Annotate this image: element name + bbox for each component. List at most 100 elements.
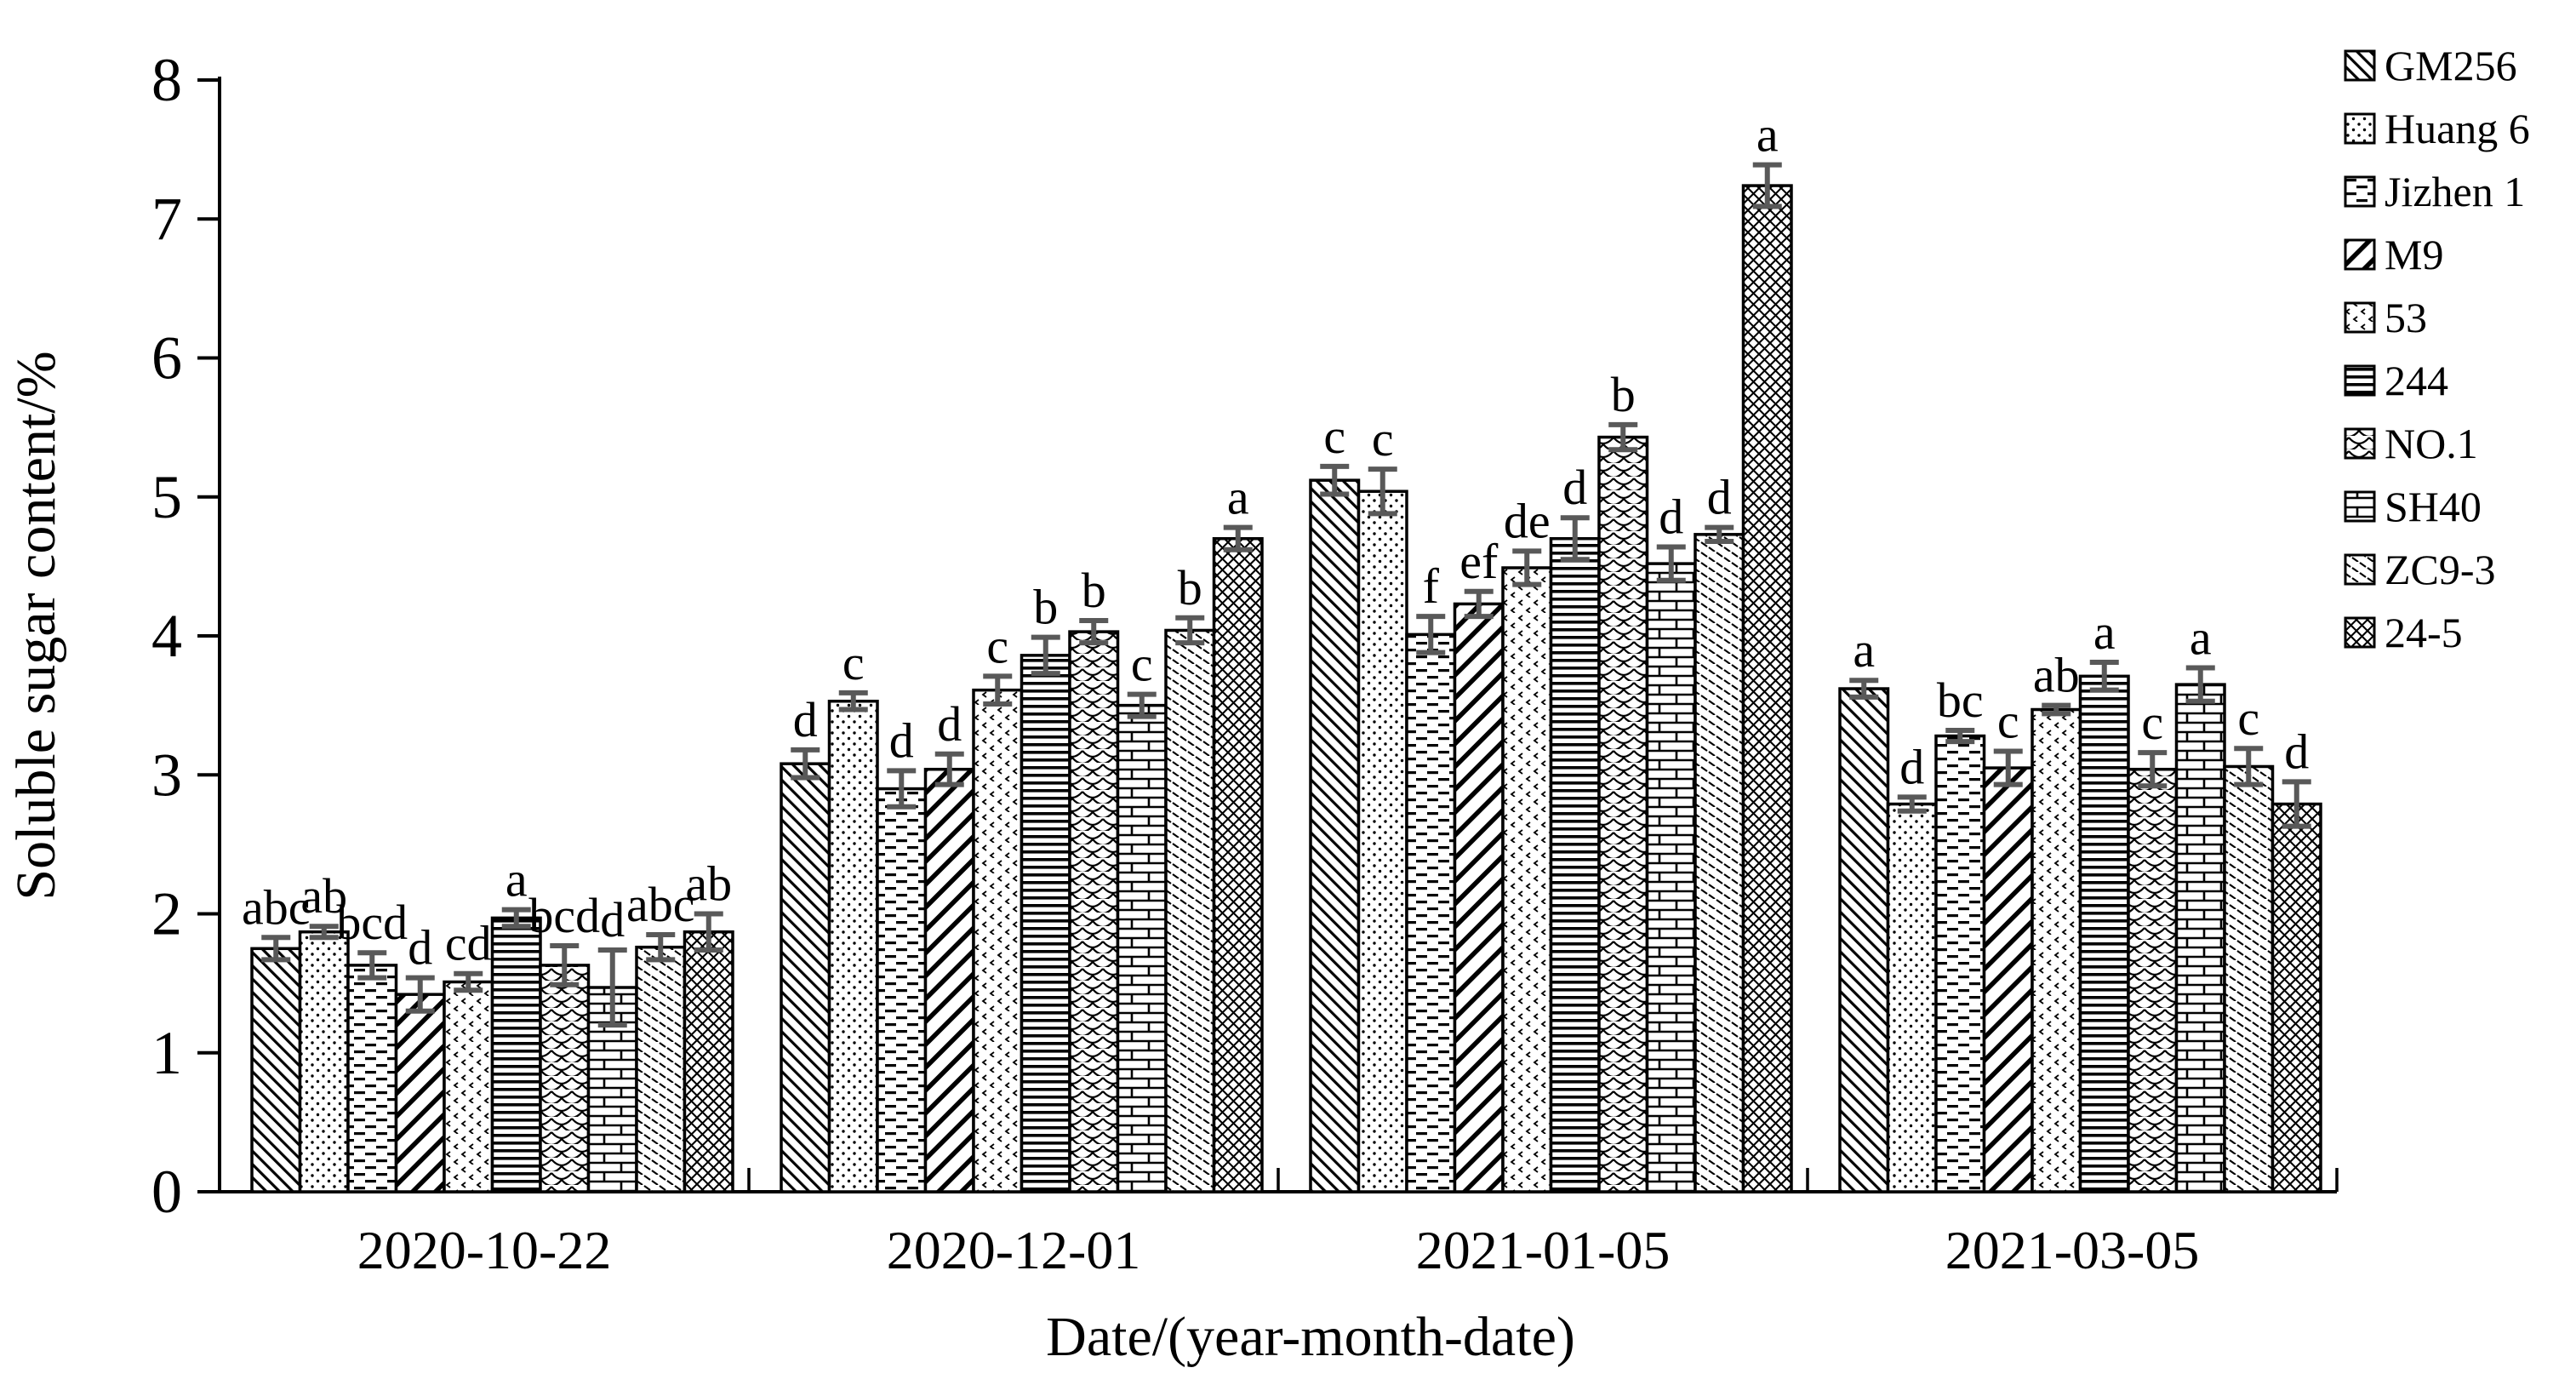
legend-label: 24-5 <box>2385 609 2463 656</box>
sig-letter: c <box>1131 637 1153 692</box>
x-category-label: 2020-10-22 <box>357 1220 612 1280</box>
bar-zc93 <box>635 945 687 1193</box>
legend-label: Jizhen 1 <box>2385 168 2525 215</box>
legend-label: GM256 <box>2385 42 2517 89</box>
x-category-label: 2021-03-05 <box>1945 1220 2200 1280</box>
bar-no1 <box>1068 630 1120 1193</box>
sig-letter: b <box>1611 367 1636 422</box>
x-axis-ticks <box>747 1168 2339 1192</box>
bar-jizhen1 <box>346 964 398 1193</box>
legend-label: SH40 <box>2385 483 2482 530</box>
bar-53 <box>1501 566 1553 1193</box>
legend-item: 244 <box>2344 357 2448 404</box>
y-tick-label: 1 <box>151 1019 182 1087</box>
legend-item: GM256 <box>2344 42 2517 89</box>
sig-letter: b <box>1178 560 1202 615</box>
legend-swatch-diagonal-down-dashes <box>2344 553 2376 586</box>
bar-huang6 <box>827 699 879 1193</box>
bar-no1 <box>2127 767 2179 1193</box>
y-axis-ticks: 0 1 2 3 4 5 6 7 8 <box>151 46 220 1226</box>
sig-letter: f <box>1423 558 1440 614</box>
bar-245 <box>1212 536 1264 1193</box>
legend-item: SH40 <box>2344 483 2482 530</box>
sig-letter: bcd <box>336 895 408 950</box>
sig-letter: bcd <box>528 888 600 943</box>
legend-item: ZC9-3 <box>2344 546 2496 593</box>
sig-letter: d <box>889 713 914 768</box>
legend-item: NO.1 <box>2344 420 2478 467</box>
bar-sh40 <box>2174 683 2226 1193</box>
sig-letter: d <box>937 696 962 752</box>
sig-letter: d <box>1562 460 1587 515</box>
sig-letter: c <box>1997 693 2019 748</box>
bar-m9 <box>1982 766 2034 1193</box>
legend-label: M9 <box>2385 231 2443 278</box>
sig-letter: c <box>986 618 1008 673</box>
bar-244 <box>1549 536 1601 1193</box>
sig-letter: c <box>2237 690 2259 746</box>
bar-zc93 <box>1164 628 1216 1193</box>
bar-zc93 <box>1694 533 1745 1193</box>
sig-letter: abc <box>242 879 311 935</box>
sig-letter: a <box>2190 610 2212 666</box>
sig-letter: abc <box>626 877 695 932</box>
sig-letter: a <box>1853 622 1875 678</box>
x-category-label: 2020-12-01 <box>887 1220 1141 1280</box>
legend-item: 53 <box>2344 294 2427 341</box>
bar-53 <box>443 980 494 1193</box>
y-tick-label: 6 <box>151 324 182 392</box>
y-tick-label: 3 <box>151 741 182 809</box>
sig-letter: ab <box>685 856 732 912</box>
x-category-label: 2021-01-05 <box>1416 1220 1671 1280</box>
bar-244 <box>1020 654 1071 1193</box>
bar-245 <box>1741 184 1793 1193</box>
bar-jizhen1 <box>876 787 928 1193</box>
x-category-labels: 2020-10-22 2020-12-01 2021-01-05 2021-03-05 <box>357 1220 2200 1280</box>
bar-m9 <box>394 993 446 1193</box>
bar-gm256 <box>1838 687 1890 1193</box>
sig-letter: a <box>1227 470 1249 525</box>
legend-item: Jizhen 1 <box>2344 168 2525 215</box>
legend-item: M9 <box>2344 231 2443 278</box>
legend-item: Huang 6 <box>2344 105 2530 152</box>
sig-letter: c <box>842 635 865 690</box>
legend-swatch-fishscale <box>2344 427 2376 460</box>
legend-swatch-fine-dots <box>2344 112 2376 145</box>
sig-letter: d <box>1899 739 1924 794</box>
bar-gm256 <box>780 762 831 1193</box>
sig-letter: bc <box>1937 672 1984 728</box>
y-tick-label: 4 <box>151 602 182 670</box>
sig-letter: d <box>793 692 818 747</box>
y-tick-label: 2 <box>151 880 182 948</box>
bar-245 <box>683 930 734 1193</box>
sig-letter: d <box>600 892 625 947</box>
sig-letter: a <box>2093 604 2116 660</box>
sig-letter: c <box>1372 411 1394 466</box>
bar-sh40 <box>1645 562 1697 1193</box>
bar-244 <box>490 916 542 1193</box>
legend-label: ZC9-3 <box>2385 546 2496 593</box>
bar-m9 <box>923 767 975 1193</box>
legend-swatch-diagonal-down-bold <box>2344 238 2376 271</box>
bar-huang6 <box>298 930 350 1193</box>
bar-jizhen1 <box>1934 734 1986 1193</box>
sig-letter: d <box>408 920 432 976</box>
y-tick-label: 5 <box>151 463 182 531</box>
y-tick-label: 8 <box>151 46 182 114</box>
bar-244 <box>2078 674 2130 1193</box>
sig-letter: d <box>1707 470 1732 525</box>
bar-m9 <box>1453 602 1505 1193</box>
legend-swatch-diamond-crosshatch <box>2344 616 2376 649</box>
sig-letter: b <box>1082 563 1106 618</box>
bar-no1 <box>1597 435 1649 1193</box>
bar-gm256 <box>1309 478 1361 1193</box>
bar-245 <box>2270 802 2322 1193</box>
sig-letter: ef <box>1459 534 1499 589</box>
legend-swatch-horizontal-dashes <box>2344 175 2376 208</box>
bar-zc93 <box>2223 764 2275 1193</box>
bar-huang6 <box>1357 489 1408 1193</box>
sig-letter: d <box>2284 724 2309 779</box>
bar-huang6 <box>1886 802 1938 1193</box>
bar-jizhen1 <box>1405 632 1457 1193</box>
